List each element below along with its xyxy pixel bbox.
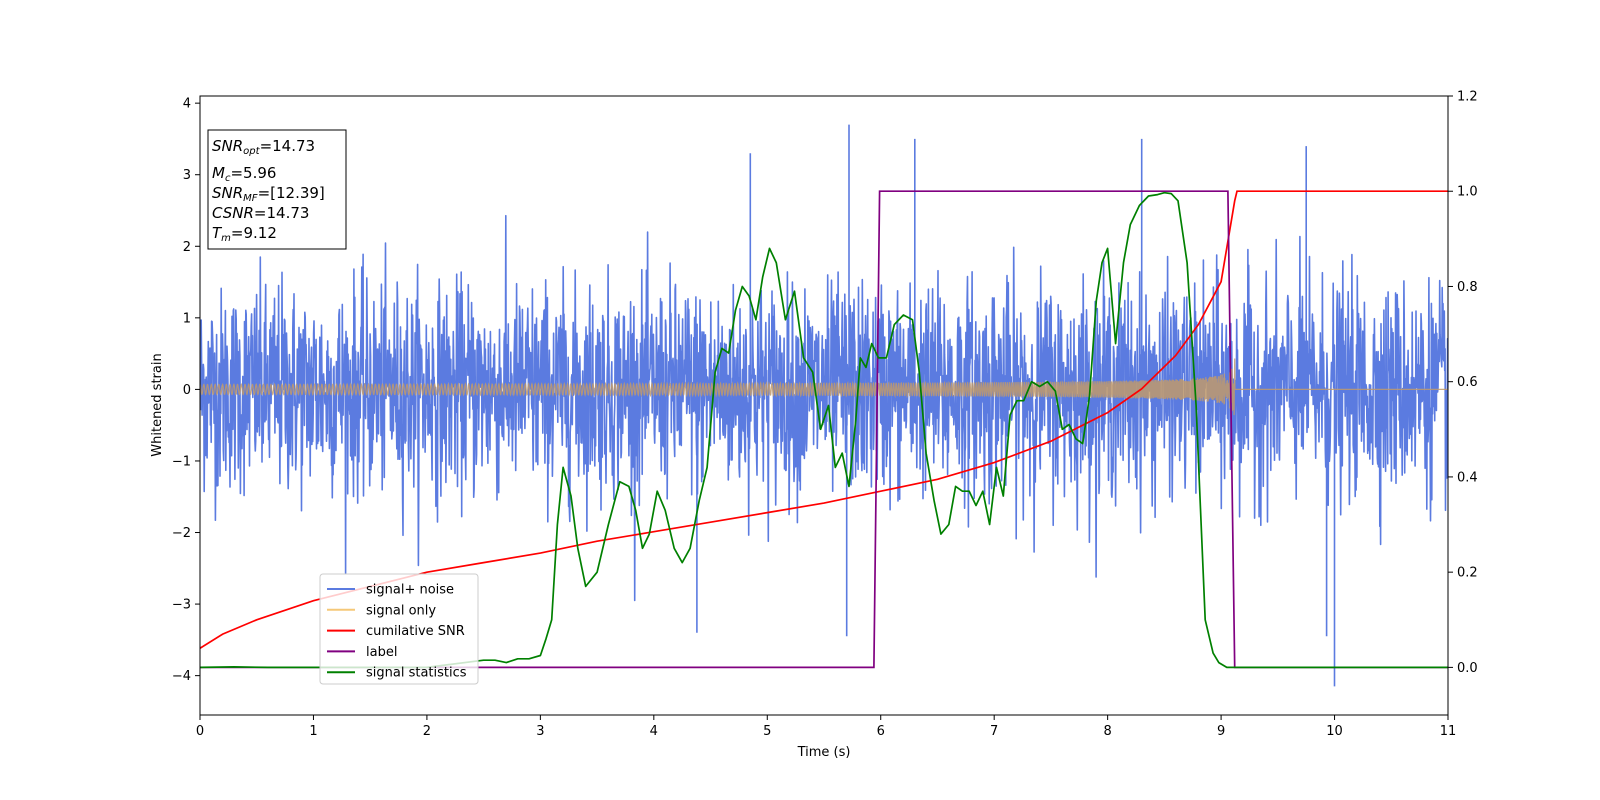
info-tm: Tm=9.12 [212, 224, 277, 244]
info-snr-opt-value: =14.73 [260, 137, 316, 155]
info-box: SNRopt=14.73 Mc=5.96 SNRMF=[12.39] CSNR=… [207, 129, 347, 250]
x-tick-label-9: 9 [1217, 724, 1225, 739]
info-snr-mf: SNRMF=[12.39] [212, 184, 325, 204]
x-tick-label-0: 0 [196, 724, 204, 739]
y-left-tick-label-4: 0 [183, 383, 191, 398]
y-left-tick-label-7: 3 [183, 168, 191, 183]
info-csnr: CSNR=14.73 [212, 204, 309, 222]
legend-label-label: label [366, 645, 397, 660]
legend-label-signal-only: signal only [366, 603, 436, 618]
x-tick-label-8: 8 [1103, 724, 1111, 739]
legend-label-signal-noise: signal+ noise [366, 583, 454, 598]
x-tick-label-7: 7 [990, 724, 998, 739]
info-snr-opt: SNRopt=14.73 [212, 137, 315, 157]
info-tm-value: =9.12 [231, 224, 277, 242]
info-snr-mf-value: =[12.39] [258, 184, 325, 202]
x-tick-label-6: 6 [877, 724, 885, 739]
info-mc: Mc=5.96 [212, 164, 276, 184]
plot-frame [199, 95, 1449, 716]
y-left-tick-label-1: −3 [172, 598, 191, 613]
y-right-tick-label-1: 0.2 [1457, 566, 1478, 581]
info-csnr-value: =14.73 [254, 204, 310, 222]
y-left-tick-label-6: 2 [183, 240, 191, 255]
y-left-tick-label-8: 4 [183, 97, 191, 112]
series-layer [200, 124, 1448, 687]
legend-label-cumulative-snr: cumilative SNR [366, 624, 465, 639]
legend-label-signal-statistics: signal statistics [366, 666, 467, 681]
y-right-tick-label-3: 0.6 [1457, 375, 1478, 390]
info-box-frame [207, 129, 347, 250]
y-axis-right: 0.0 0.2 0.4 0.6 0.8 1.0 1.2 [1448, 90, 1478, 676]
legend-frame [319, 573, 479, 685]
x-axis-label: Time (s) [797, 745, 851, 760]
y-right-tick-label-2: 0.4 [1457, 470, 1478, 485]
series-signal-only-line [200, 358, 1448, 416]
series-signal-statistics-line [200, 191, 1448, 669]
y-axis-label: Whitened strain [150, 353, 165, 456]
x-tick-label-4: 4 [650, 724, 658, 739]
y-left-tick-label-2: −2 [172, 526, 191, 541]
x-tick-label-1: 1 [309, 724, 317, 739]
y-right-tick-label-5: 1.0 [1457, 185, 1478, 200]
x-tick-label-5: 5 [763, 724, 771, 739]
y-axis-left: −4 −3 −2 −1 0 1 2 3 4 [172, 97, 200, 684]
y-left-tick-label-0: −4 [172, 669, 191, 684]
x-tick-label-10: 10 [1326, 724, 1343, 739]
x-tick-label-3: 3 [536, 724, 544, 739]
x-tick-label-2: 2 [423, 724, 431, 739]
info-mc-value: =5.96 [230, 164, 276, 182]
y-left-tick-label-5: 1 [183, 311, 191, 326]
legend: signal+ noise signal only cumilative SNR la… [319, 573, 479, 685]
y-right-tick-label-6: 1.2 [1457, 90, 1478, 105]
x-tick-label-11: 11 [1440, 724, 1457, 739]
y-right-tick-label-0: 0.0 [1457, 661, 1478, 676]
y-right-tick-label-4: 0.8 [1457, 280, 1478, 295]
x-axis: 0 1 2 3 4 5 6 7 8 9 10 11 [196, 715, 1456, 739]
y-left-tick-label-3: −1 [172, 454, 191, 469]
